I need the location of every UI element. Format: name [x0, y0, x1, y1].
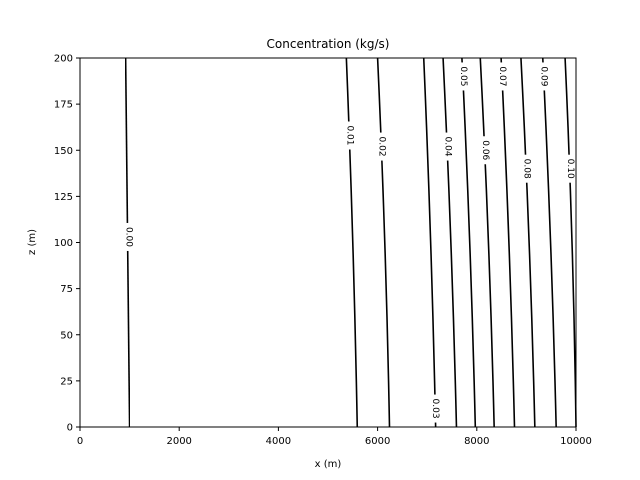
y-tick-label: 200: [54, 54, 73, 65]
contour-line-0.08: [520, 57, 536, 428]
x-tick-label: 0: [77, 436, 83, 447]
y-tick-label: 75: [60, 284, 73, 295]
axes: 0 2000 4000 6000 8000 10000 0 25 50 75 100 125 150 17…: [54, 54, 592, 448]
contour-line-0.03: [422, 57, 437, 428]
contour-label-0.08: 0.08: [522, 159, 532, 179]
contour-line-0.01: [345, 57, 359, 428]
y-tick-label: 0: [67, 423, 73, 434]
contour-line-0.07: [500, 57, 516, 428]
x-tick-label: 10000: [560, 436, 592, 447]
chart-title: Concentration (kg/s): [267, 37, 390, 51]
x-axis-label: x (m): [315, 459, 342, 470]
y-tick-label: 25: [60, 376, 73, 387]
y-tick-label: 175: [54, 100, 73, 111]
y-tick-label: 50: [60, 330, 73, 341]
contour-line-0.04: [442, 57, 458, 428]
contour-line-0.05: [461, 57, 477, 428]
contour-lines: 0.00 0.01 0.02 0.03 0.04 0.05 0.06 0.07 0.08 0.09…: [123, 57, 577, 428]
contour-label-0.07: 0.07: [497, 66, 507, 86]
contour-label-0.05: 0.05: [458, 66, 468, 86]
y-axis-label: z (m): [27, 229, 38, 255]
contour-label-0.00: 0.00: [123, 227, 133, 247]
x-tick-label: 2000: [166, 436, 191, 447]
y-tick-label: 100: [54, 238, 73, 249]
contour-label-0.06: 0.06: [480, 140, 490, 160]
x-tick-label: 4000: [266, 436, 291, 447]
y-tick-label: 125: [54, 192, 73, 203]
contour-label-0.03: 0.03: [430, 399, 440, 419]
contour-label-0.01: 0.01: [344, 125, 354, 145]
x-tick-label: 8000: [464, 436, 489, 447]
contour-label-0.04: 0.04: [442, 137, 452, 157]
contour-line-0.02: [376, 57, 391, 428]
contour-label-0.02: 0.02: [377, 137, 387, 157]
contour-label-0.10: 0.10: [565, 159, 575, 179]
contour-line-0.06: [479, 57, 495, 428]
contour-line-0.10: [564, 57, 577, 428]
contour-label-0.09: 0.09: [539, 66, 549, 86]
x-tick-label: 6000: [365, 436, 390, 447]
contour-line-0.09: [541, 57, 557, 428]
y-tick-label: 150: [54, 146, 73, 157]
plot-frame: [79, 57, 577, 428]
contour-line-0.00: [124, 57, 131, 428]
